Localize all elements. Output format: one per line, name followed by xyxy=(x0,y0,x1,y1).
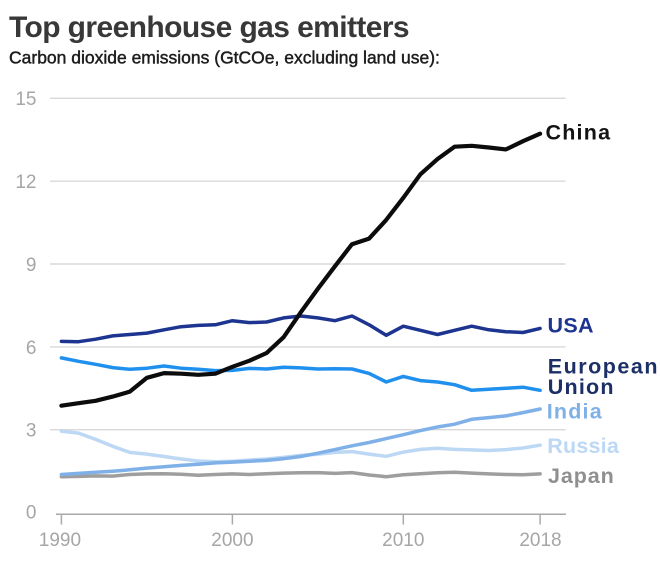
svg-text:9: 9 xyxy=(26,255,37,276)
svg-text:2000: 2000 xyxy=(211,530,253,551)
svg-text:6: 6 xyxy=(26,338,37,359)
svg-text:Union: Union xyxy=(548,375,615,399)
svg-text:Top greenhouse gas emitters: Top greenhouse gas emitters xyxy=(9,11,409,44)
svg-text:2018: 2018 xyxy=(519,530,561,551)
svg-text:1990: 1990 xyxy=(39,530,81,551)
svg-text:European: European xyxy=(548,355,659,379)
svg-text:Japan: Japan xyxy=(548,464,615,488)
svg-text:3: 3 xyxy=(26,421,37,442)
svg-text:0: 0 xyxy=(26,503,37,524)
svg-text:China: China xyxy=(546,121,612,145)
svg-text:USA: USA xyxy=(548,313,594,337)
svg-text:India: India xyxy=(547,400,603,424)
svg-text:2010: 2010 xyxy=(382,530,424,551)
svg-text:Russia: Russia xyxy=(547,434,620,458)
svg-text:12: 12 xyxy=(15,172,36,193)
svg-text:15: 15 xyxy=(15,89,36,110)
svg-text:Carbon dioxide emissions (GtCO: Carbon dioxide emissions (GtCOe, excludi… xyxy=(9,47,440,67)
